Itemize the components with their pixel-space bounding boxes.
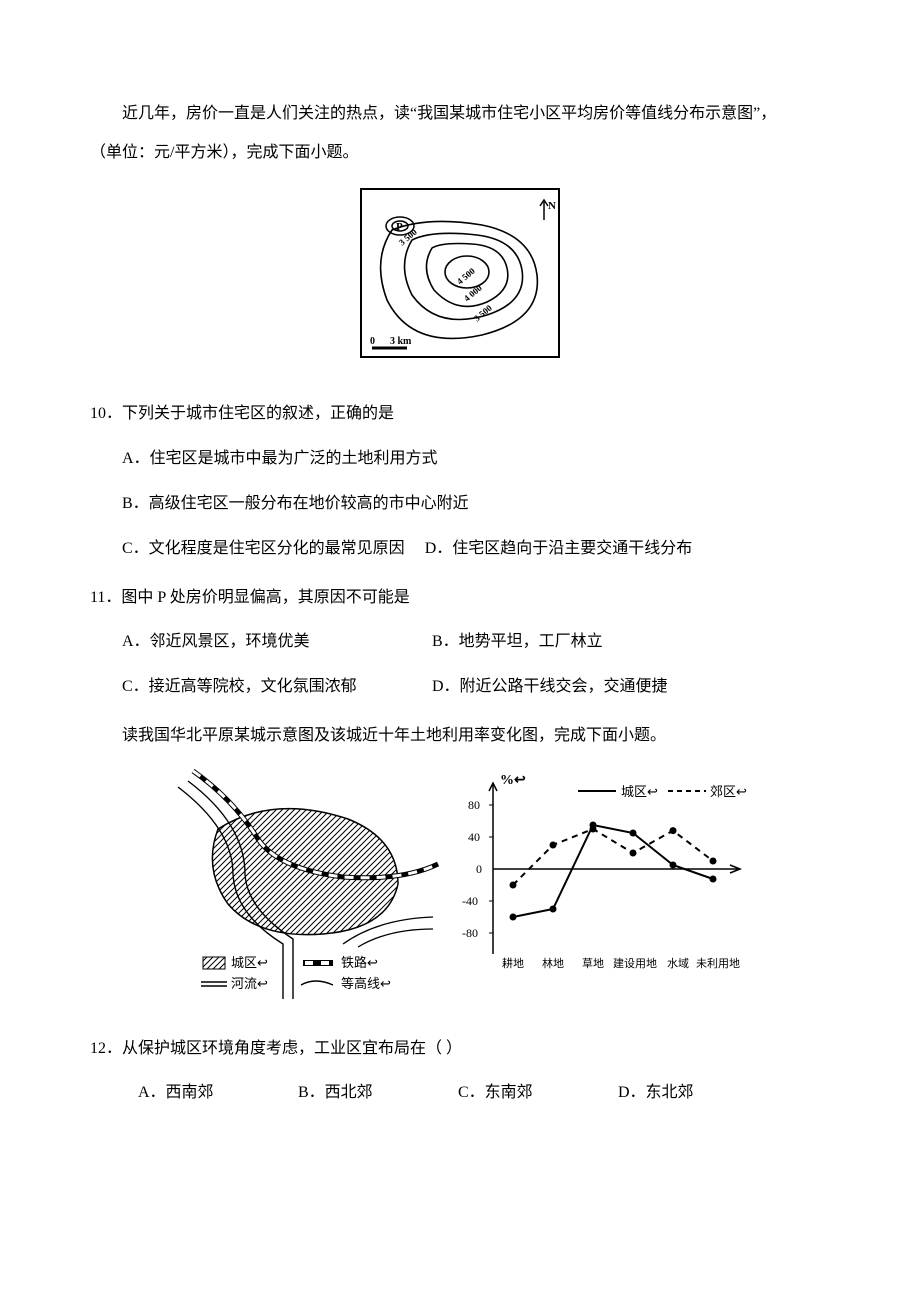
question-10: 10．下列关于城市住宅区的叙述，正确的是 A．住宅区是城市中最为广泛的土地利用方…: [90, 400, 830, 563]
svg-text:4 000: 4 000: [462, 282, 484, 303]
svg-text:河流↩: 河流↩: [231, 976, 268, 991]
svg-text:城区↩: 城区↩: [621, 784, 658, 799]
q11-option-d: D．附近公路干线交会，交通便捷: [432, 673, 830, 702]
svg-text:铁路↩: 铁路↩: [341, 955, 378, 970]
q11-option-c: C．接近高等院校，文化氛围浓郁: [122, 673, 432, 702]
svg-text:0: 0: [476, 862, 482, 876]
intro1-text2: （单位：元/平方米），完成下面小题。: [90, 144, 358, 161]
q11-option-b: B．地势平坦，工厂林立: [432, 628, 830, 657]
land-use-chart: %↩ 80 40 0 -40 -80 城区↩: [458, 769, 748, 999]
svg-text:P: P: [396, 221, 403, 233]
svg-text:-80: -80: [462, 926, 478, 940]
q12-options: A．西南郊 B．西北郊 C．东南郊 D．东北郊: [138, 1079, 830, 1108]
svg-text:草地: 草地: [582, 957, 604, 970]
contour-map: 3 500 4 500 4 000 3 500 P 0 3 km N: [360, 188, 560, 358]
q12-option-a: A．西南郊: [138, 1079, 298, 1108]
question-12: 12．从保护城区环境角度考虑，工业区宜布局在（ ） A．西南郊 B．西北郊 C．…: [90, 1035, 830, 1109]
q11-row-ab: A．邻近风景区，环境优美 B．地势平坦，工厂林立: [122, 628, 830, 657]
question-11: 11．图中 P 处房价明显偏高，其原因不可能是 A．邻近风景区，环境优美 B．地…: [90, 584, 830, 702]
q12-option-b: B．西北郊: [298, 1079, 458, 1108]
svg-text:水域: 水域: [667, 957, 689, 970]
passage1-intro-line2: （单位：元/平方米），完成下面小题。: [90, 139, 830, 168]
q10-option-c: C．文化程度是住宅区分化的最常见原因: [122, 540, 405, 557]
q12-stem: 12．从保护城区环境角度考虑，工业区宜布局在（ ）: [90, 1035, 830, 1064]
svg-text:4 500: 4 500: [455, 265, 477, 286]
q10-stem: 10．下列关于城市住宅区的叙述，正确的是: [90, 400, 830, 429]
q11-row-cd: C．接近高等院校，文化氛围浓郁 D．附近公路干线交会，交通便捷: [122, 673, 830, 702]
q10-option-cd: C．文化程度是住宅区分化的最常见原因 D．住宅区趋向于沿主要交通干线分布: [122, 535, 830, 564]
svg-text:0: 0: [370, 336, 375, 347]
svg-text:%↩: %↩: [500, 773, 526, 788]
passage1-intro-line1: 近几年，房价一直是人们关注的热点，读“我国某城市住宅小区平均房价等值线分布示意图…: [90, 100, 830, 129]
svg-text:建设用地: 建设用地: [613, 956, 657, 970]
q12-option-d: D．东北郊: [618, 1079, 778, 1108]
svg-text:N: N: [548, 200, 556, 212]
city-map-svg: 城区↩ 铁路↩ 河流↩ 等高线↩: [173, 769, 443, 999]
svg-text:郊区↩: 郊区↩: [710, 784, 747, 799]
svg-text:3 km: 3 km: [390, 336, 412, 347]
passage2-intro: 读我国华北平原某城示意图及该城近十年土地利用率变化图，完成下面小题。: [122, 722, 830, 751]
svg-text:等高线↩: 等高线↩: [341, 976, 391, 991]
q10-option-d: D．住宅区趋向于沿主要交通干线分布: [425, 540, 693, 557]
land-use-chart-svg: %↩ 80 40 0 -40 -80 城区↩: [458, 769, 748, 999]
svg-text:-40: -40: [462, 894, 478, 908]
figure1-container: 3 500 4 500 4 000 3 500 P 0 3 km N: [90, 188, 830, 371]
intro1-text1: 近几年，房价一直是人们关注的热点，读“我国某城市住宅小区平均房价等值线分布示意图…: [122, 105, 776, 122]
q10-option-a: A．住宅区是城市中最为广泛的土地利用方式: [122, 445, 830, 474]
svg-text:未利用地: 未利用地: [696, 957, 740, 970]
svg-text:耕地: 耕地: [502, 956, 524, 970]
svg-text:80: 80: [468, 798, 480, 812]
svg-text:城区↩: 城区↩: [231, 955, 268, 970]
svg-text:林地: 林地: [542, 956, 564, 970]
contour-svg: 3 500 4 500 4 000 3 500 P 0 3 km N: [362, 190, 562, 360]
q11-stem: 11．图中 P 处房价明显偏高，其原因不可能是: [90, 584, 830, 613]
q10-option-b: B．高级住宅区一般分布在地价较高的市中心附近: [122, 490, 830, 519]
figure2-box: 城区↩ 铁路↩ 河流↩ 等高线↩: [173, 769, 748, 999]
q11-option-a: A．邻近风景区，环境优美: [122, 628, 432, 657]
q12-option-c: C．东南郊: [458, 1079, 618, 1108]
city-map: 城区↩ 铁路↩ 河流↩ 等高线↩: [173, 769, 443, 999]
svg-text:40: 40: [468, 830, 480, 844]
figure2-container: 城区↩ 铁路↩ 河流↩ 等高线↩: [90, 769, 830, 1010]
